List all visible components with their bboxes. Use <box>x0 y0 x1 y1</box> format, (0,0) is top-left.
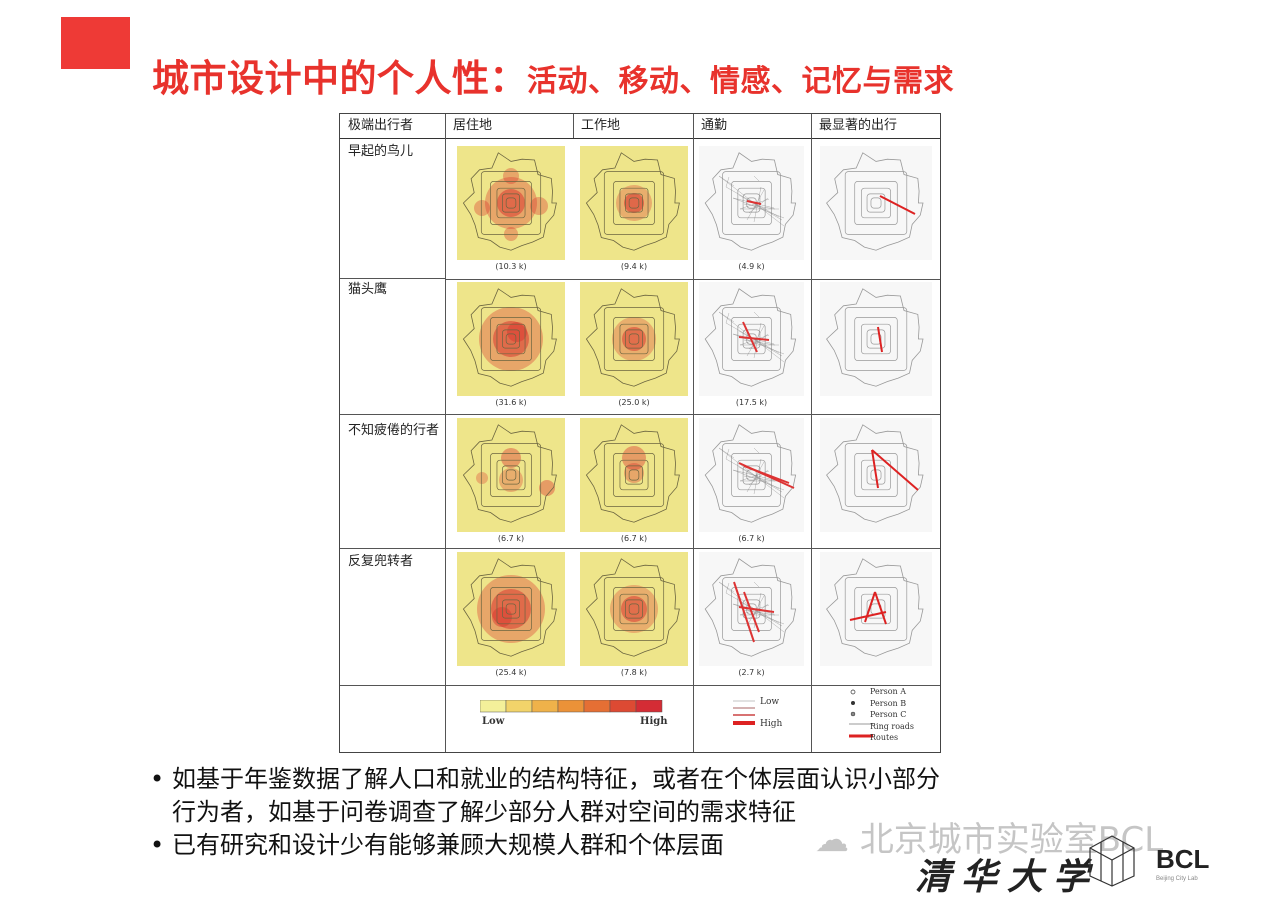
map-count-label: (2.7 k) <box>738 668 765 677</box>
header-significant-trip: 最显著的出行 <box>819 118 898 133</box>
column-divider <box>573 114 574 138</box>
density-legend-high: High <box>640 716 668 727</box>
bullet-item: • 如基于年鉴数据了解人口和就业的结构特征，或者在个体层面认识小部分 <box>150 763 940 796</box>
density-map <box>457 282 565 396</box>
density-map <box>580 146 688 260</box>
legend-ring-roads: Ring roads <box>870 721 915 731</box>
bcl-logo: BCL Beijing City Lab <box>1089 835 1210 887</box>
map-count-label: (6.7 k) <box>497 534 525 543</box>
commute-map <box>699 282 804 396</box>
header-extreme-traveler: 极端出行者 <box>348 118 414 133</box>
trip-map <box>820 418 932 532</box>
map-count-label: (6.7 k) <box>620 534 648 543</box>
row-divider <box>340 548 940 549</box>
row-divider <box>340 685 940 686</box>
commute-legend <box>733 700 755 725</box>
legend-routes: Routes <box>870 733 899 742</box>
slide-title: 城市设计中的个人性：活动、移动、情感、记忆与需求 <box>152 48 954 102</box>
map-count-label: (10.3 k) <box>495 262 527 271</box>
title-sub: 活动、移动、情感、记忆与需求 <box>527 64 954 99</box>
density-map <box>580 282 688 396</box>
map-count-label: (17.5 k) <box>735 398 768 407</box>
row-label-early-bird: 早起的鸟儿 <box>348 144 414 159</box>
bullet-item: • 已有研究和设计少有能够兼顾大规模人群和个体层面 <box>150 829 940 862</box>
figure-header-row: 极端出行者 居住地 工作地 通勤 最显著的出行 <box>340 114 940 139</box>
row-divider <box>340 414 940 415</box>
row-label-wanderer: 反复兜转者 <box>348 554 414 569</box>
trip-map <box>820 146 932 260</box>
map-count-label: (6.7 k) <box>738 534 765 543</box>
university-logo-text: 清华大学 <box>915 856 1100 898</box>
trip-map <box>820 282 932 396</box>
legend-person-b: Person B <box>870 698 907 708</box>
row-divider <box>340 278 445 279</box>
density-legend-low: Low <box>482 716 505 727</box>
density-map <box>580 418 688 532</box>
wechat-icon: ☁ <box>815 820 849 860</box>
map-count-label: (9.4 k) <box>620 262 648 271</box>
bcl-logo-text: BCL <box>1156 844 1210 874</box>
commute-legend-high: High <box>760 719 783 729</box>
column-divider <box>445 114 446 752</box>
row-divider <box>445 279 940 280</box>
trip-legend-symbols <box>849 689 873 738</box>
commute-map <box>699 418 804 532</box>
map-count-label: (7.8 k) <box>620 668 648 677</box>
bullet-text: 如基于年鉴数据了解人口和就业的结构特征，或者在个体层面认识小部分 <box>172 765 940 793</box>
bullet-dot-icon: • <box>150 765 165 793</box>
bullet-text: 已有研究和设计少有能够兼顾大规模人群和个体层面 <box>172 831 724 859</box>
bullet-dot-icon: • <box>150 831 165 859</box>
header-commute: 通勤 <box>701 118 728 133</box>
research-figure: 极端出行者 居住地 工作地 通勤 最显著的出行 早起的鸟儿 猫头鹰 不知疲倦的行… <box>339 113 941 753</box>
column-divider <box>811 114 812 752</box>
map-count-label: (31.6 k) <box>495 398 527 407</box>
legend-person-a: Person A <box>870 687 906 696</box>
accent-square <box>61 17 130 69</box>
bullet-continuation: 行为者，如基于问卷调查了解少部分人群对空间的需求特征 <box>172 798 796 826</box>
density-map <box>457 418 565 532</box>
density-map <box>457 146 565 260</box>
trip-map <box>820 552 932 666</box>
map-count-label: (25.4 k) <box>495 668 527 677</box>
trip-legend-labels: Person A Person B Person C Ring roads Ro… <box>870 686 914 744</box>
header-workplace: 工作地 <box>581 118 621 133</box>
watermark-text: 北京城市实验室BCL <box>859 820 1164 860</box>
row-label-tireless-walker: 不知疲倦的行者 <box>348 423 440 438</box>
title-main: 城市设计中的个人性： <box>152 57 527 100</box>
commute-legend-low: Low <box>760 697 780 707</box>
watermark: ☁ 北京城市实验室BCL <box>815 812 1163 861</box>
bullet-list: • 如基于年鉴数据了解人口和就业的结构特征，或者在个体层面认识小部分 行为者，如基… <box>150 763 940 862</box>
column-divider <box>693 114 694 752</box>
density-legend <box>480 700 663 713</box>
map-count-label: (25.0 k) <box>618 398 650 407</box>
header-residence: 居住地 <box>453 118 493 133</box>
commute-map <box>699 552 804 666</box>
row-label-night-owl: 猫头鹰 <box>348 282 388 297</box>
map-count-label: (4.9 k) <box>738 262 765 271</box>
legend-person-c: Person C <box>870 710 907 719</box>
density-map <box>580 552 688 666</box>
bcl-logo-subtitle: Beijing City Lab <box>1156 876 1198 882</box>
commute-map <box>699 146 804 260</box>
density-map <box>457 552 565 666</box>
